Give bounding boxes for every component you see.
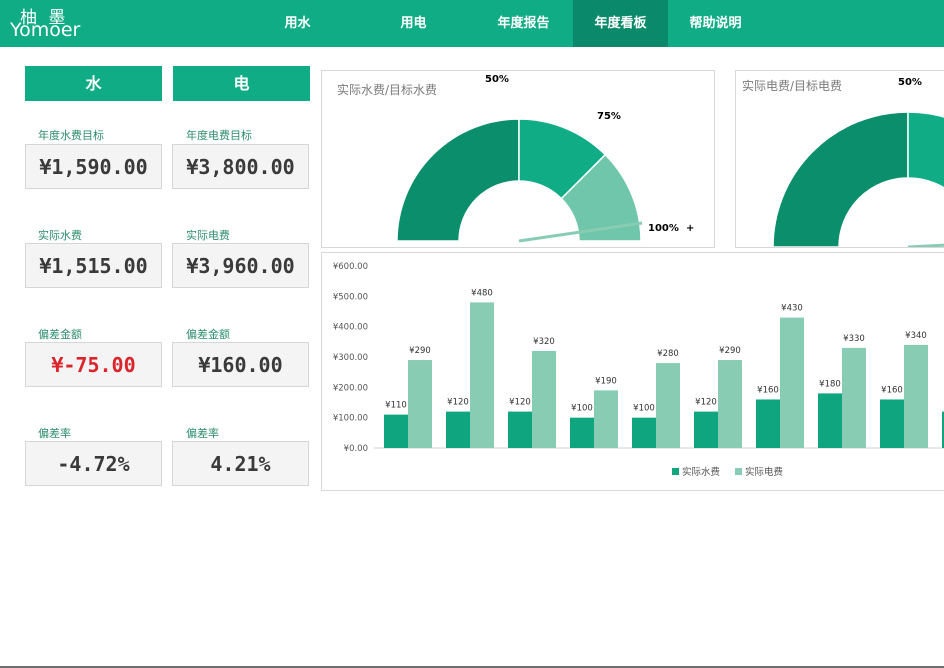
power-bar-label-1: ¥290 [409, 346, 431, 356]
y-tick-label: ¥100.00 [333, 414, 368, 424]
power-bar-label-8: ¥330 [843, 334, 865, 344]
power-bar-label-5: ¥280 [657, 349, 679, 359]
power-deviation-label: 偏差金额 [186, 328, 230, 341]
power-bar-9 [904, 344, 928, 448]
water-bar-3 [508, 411, 532, 448]
power-bar-label-4: ¥190 [595, 376, 617, 386]
water-actual-label: 实际水费 [38, 229, 82, 242]
water-bar-10 [942, 411, 944, 448]
power-gauge-segment-0-50 [772, 111, 909, 247]
power-rate-label: 偏差率 [186, 427, 219, 440]
water-header: 水 [25, 66, 162, 101]
water-rate-label: 偏差率 [38, 427, 71, 440]
power-bar-1 [408, 360, 432, 448]
monthly-bar-chart: ¥0.00 ¥100.00 ¥200.00 ¥300.00 ¥400.00 ¥500.00… [333, 262, 944, 478]
water-bar-9 [880, 399, 904, 448]
water-gauge-segment-75-100 [560, 153, 642, 242]
water-bar-8 [818, 393, 842, 448]
legend-label-0: 实际水费 [682, 466, 720, 478]
water-bar-label-3: ¥120 [509, 398, 531, 408]
water-deviation-label: 偏差金额 [38, 328, 82, 341]
power-bar-label-6: ¥290 [719, 346, 741, 356]
top-navigation-bar: 柚 墨 Yomoer 用水 用电 年度报告 年度看板 帮助说明 [0, 0, 944, 47]
water-bar-label-1: ¥110 [385, 401, 407, 411]
y-tick-label: ¥600.00 [333, 262, 368, 272]
monthly-bar-chart-panel: ¥0.00 ¥100.00 ¥200.00 ¥300.00 ¥400.00 ¥500.00… [321, 252, 944, 491]
water-gauge-chart: 50% 75% 100% + [396, 74, 694, 243]
water-gauge-label-75: 75% [597, 111, 621, 122]
water-gauge-segment-0-50 [396, 118, 520, 242]
nav-power[interactable]: 用电 [400, 16, 427, 31]
water-gauge-title: 实际水费/目标水费 [337, 83, 438, 97]
water-bar-label-2: ¥120 [447, 398, 469, 408]
water-bar-label-8: ¥180 [819, 379, 841, 389]
power-bar-6 [718, 360, 742, 448]
power-actual-value: ¥3,960.00 [172, 243, 309, 288]
power-rate-value: 4.21% [172, 441, 309, 486]
brand-name-cn: 柚 墨 [20, 8, 69, 28]
y-tick-label: ¥0.00 [344, 444, 368, 454]
power-target-value: ¥3,800.00 [172, 144, 309, 189]
power-gauge-chart: 50% [772, 77, 944, 247]
water-bar-label-7: ¥160 [757, 385, 779, 395]
brand-name-en: Yomoer [10, 19, 81, 41]
power-actual-label: 实际电费 [186, 229, 230, 242]
water-bar-1 [384, 414, 408, 448]
water-actual-value: ¥1,515.00 [25, 243, 162, 288]
bottom-divider [0, 666, 944, 668]
power-bar-label-3: ¥320 [533, 337, 555, 347]
power-bar-8 [842, 347, 866, 448]
power-bar-2 [470, 302, 494, 448]
legend-label-1: 实际电费 [745, 466, 783, 478]
y-tick-label: ¥500.00 [333, 292, 368, 302]
power-gauge-panel: 实际电费/目标电费 50% [735, 70, 944, 248]
water-deviation-value: ¥-75.00 [25, 342, 162, 387]
water-rate-value: -4.72% [25, 441, 162, 486]
nav-annual-report[interactable]: 年度报告 [497, 16, 550, 31]
power-bar-4 [594, 390, 618, 448]
y-tick-label: ¥300.00 [333, 353, 368, 363]
water-bar-label-4: ¥100 [571, 404, 593, 414]
nav-help[interactable]: 帮助说明 [689, 16, 742, 31]
water-gauge-panel: 实际水费/目标水费 50% 75% 100% + [321, 70, 715, 248]
nav-annual-dashboard[interactable]: 年度看板 [573, 0, 668, 47]
power-deviation-value: ¥160.00 [172, 342, 309, 387]
legend-swatch-0 [672, 468, 679, 475]
water-bar-6 [694, 411, 718, 448]
power-bar-5 [656, 363, 680, 448]
water-bar-7 [756, 399, 780, 448]
water-bar-label-9: ¥160 [881, 385, 903, 395]
water-bar-label-6: ¥120 [695, 398, 717, 408]
water-bar-5 [632, 417, 656, 448]
water-gauge-label-50: 50% [485, 74, 509, 85]
legend-swatch-1 [735, 468, 742, 475]
power-bar-7 [780, 317, 804, 448]
power-bar-label-9: ¥340 [905, 331, 927, 341]
power-bar-label-7: ¥430 [781, 304, 803, 314]
power-bar-label-2: ¥480 [471, 288, 493, 298]
water-gauge-label-100: 100% [648, 223, 679, 234]
power-gauge-label-50: 50% [898, 77, 922, 88]
water-gauge-label-over: + [686, 223, 694, 234]
water-gauge-needle [518, 221, 643, 243]
power-gauge-title: 实际电费/目标电费 [742, 79, 843, 93]
water-bar-4 [570, 417, 594, 448]
power-gauge-needle [907, 243, 944, 247]
water-target-label: 年度水费目标 [38, 129, 104, 142]
power-header: 电 [173, 66, 310, 101]
water-bar-2 [446, 411, 470, 448]
y-tick-label: ¥200.00 [333, 383, 368, 393]
y-tick-label: ¥400.00 [333, 323, 368, 333]
water-target-value: ¥1,590.00 [25, 144, 162, 189]
power-target-label: 年度电费目标 [186, 129, 252, 142]
power-gauge-segment-50-75 [907, 111, 944, 189]
nav-water[interactable]: 用水 [284, 16, 311, 31]
water-bar-label-5: ¥100 [633, 404, 655, 414]
power-bar-3 [532, 350, 556, 448]
